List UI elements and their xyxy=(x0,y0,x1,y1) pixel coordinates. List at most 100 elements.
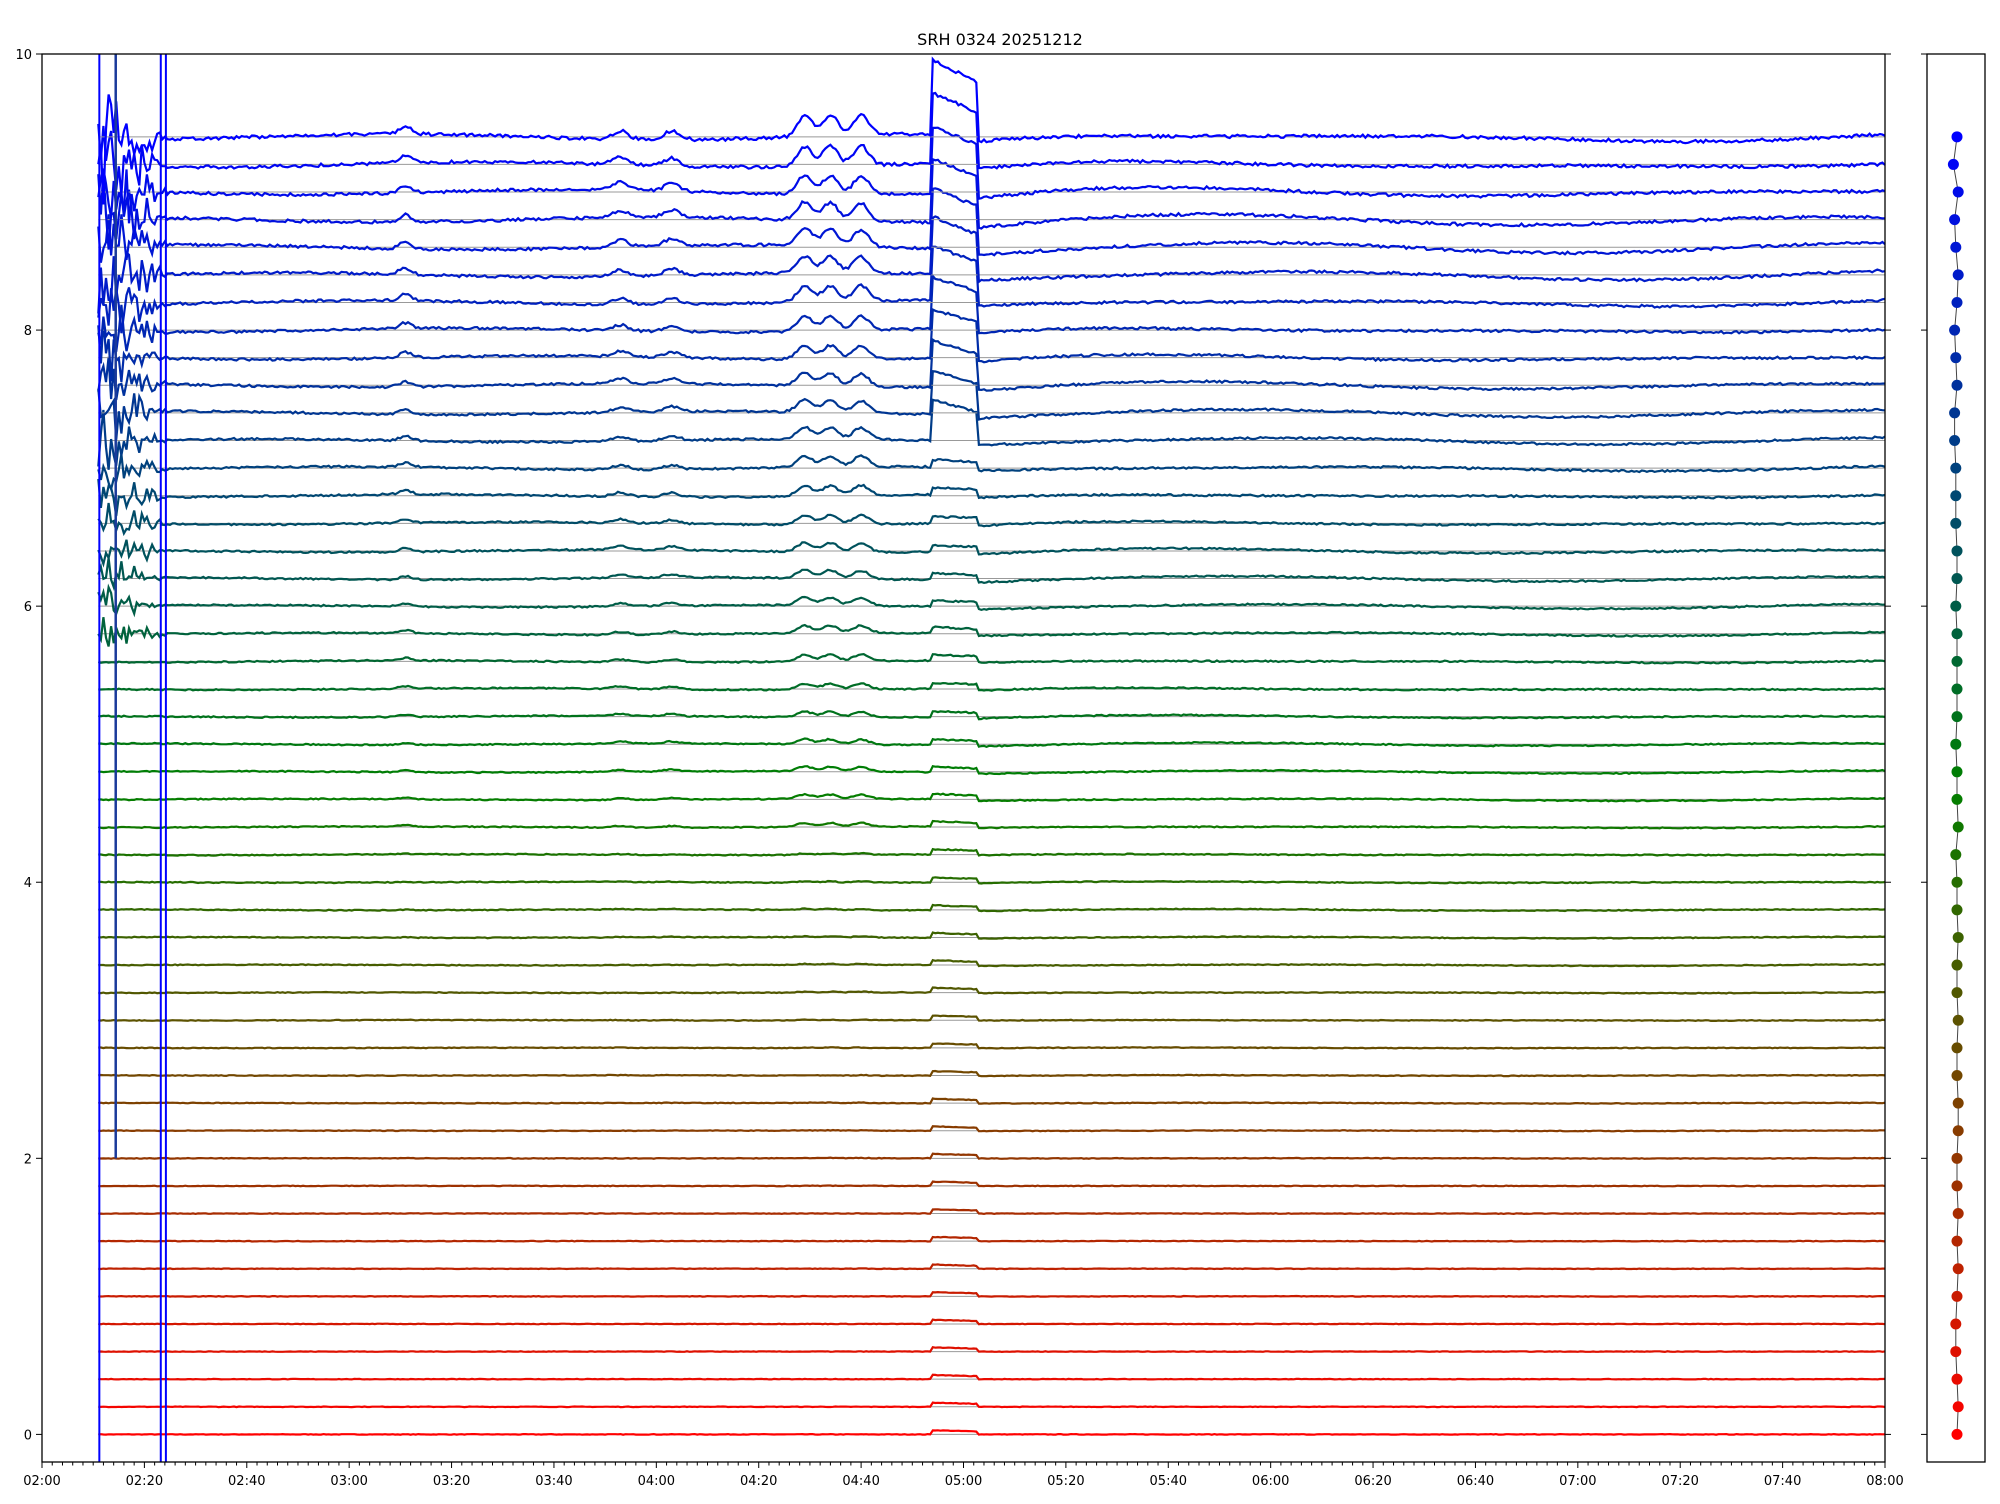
side-point xyxy=(1951,711,1963,723)
trace-line xyxy=(98,1097,1886,1105)
side-point xyxy=(1951,628,1963,640)
x-tick-label: 03:20 xyxy=(433,1474,470,1489)
axes-frame xyxy=(41,53,1886,1463)
trace-line xyxy=(98,1152,1886,1160)
x-tick-label: 02:00 xyxy=(23,1474,60,1489)
trace-line xyxy=(97,337,1886,401)
side-point xyxy=(1949,407,1961,419)
side-point xyxy=(1952,1014,1964,1026)
side-point xyxy=(1951,987,1963,999)
side-point xyxy=(1952,269,1964,281)
trace-line xyxy=(98,986,1886,995)
side-point xyxy=(1949,214,1961,226)
trace-line xyxy=(97,819,1886,830)
y-tick-label: 2 xyxy=(24,1152,32,1167)
side-point xyxy=(1951,1042,1963,1054)
trace-line xyxy=(97,187,1886,263)
x-tick-label: 07:20 xyxy=(1661,1474,1698,1489)
x-tick-label: 06:20 xyxy=(1354,1474,1391,1489)
main-plot-area: 02:00 02:20 02:40 03:00 03:20 03:40 04:00 04:20… xyxy=(15,48,1903,1489)
trace-line xyxy=(98,1208,1886,1216)
side-point xyxy=(1950,517,1962,529)
trace-line xyxy=(98,1263,1885,1271)
x-tick-label: 07:00 xyxy=(1559,1474,1596,1489)
trace-line xyxy=(98,1042,1886,1050)
side-point xyxy=(1951,793,1963,805)
side-point xyxy=(1952,1401,1964,1413)
trace-line xyxy=(97,307,1886,383)
trace-line xyxy=(97,398,1886,470)
side-point xyxy=(1949,435,1961,447)
trace-line xyxy=(97,539,1886,568)
side-panel xyxy=(1921,53,1986,1463)
side-point xyxy=(1950,490,1962,502)
x-tick-label: 05:00 xyxy=(945,1474,982,1489)
side-point xyxy=(1947,158,1959,170)
trace-line xyxy=(97,583,1886,618)
chart-title: SRH 0324 20251212 xyxy=(917,30,1083,49)
side-point xyxy=(1952,186,1964,198)
y-tick-label: 6 xyxy=(24,600,32,615)
trace-line xyxy=(97,478,1886,517)
side-point xyxy=(1951,296,1963,308)
trace-line xyxy=(98,1235,1886,1243)
side-point xyxy=(1952,1263,1964,1275)
x-tick-label: 07:40 xyxy=(1764,1474,1801,1489)
side-panel-frame xyxy=(1926,53,1986,1463)
side-point xyxy=(1951,545,1963,557)
x-tick-label: 04:20 xyxy=(740,1474,777,1489)
x-tick-label: 08:00 xyxy=(1866,1474,1903,1489)
trace-line xyxy=(98,1429,1885,1436)
trace-line xyxy=(97,557,1886,592)
y-tick-label: 10 xyxy=(15,48,32,63)
trace-line xyxy=(98,903,1886,913)
side-point xyxy=(1951,1290,1963,1302)
side-point xyxy=(1950,462,1962,474)
trace-line xyxy=(97,245,1886,334)
side-point xyxy=(1951,655,1963,667)
trace-line xyxy=(98,847,1886,857)
side-point xyxy=(1951,573,1963,585)
side-point xyxy=(1951,1373,1963,1385)
side-point xyxy=(1950,1318,1962,1330)
side-point xyxy=(1951,1180,1963,1192)
y-tick-label: 0 xyxy=(24,1428,32,1443)
side-point xyxy=(1951,766,1963,778)
trace-line xyxy=(98,792,1886,803)
trace-line xyxy=(97,215,1886,314)
trace-line xyxy=(97,617,1886,647)
side-point xyxy=(1951,876,1963,888)
y-tick-label: 4 xyxy=(24,876,32,891)
trace-line xyxy=(98,681,1886,692)
side-point xyxy=(1951,379,1963,391)
side-point xyxy=(1952,1208,1964,1220)
trace-line xyxy=(97,91,1886,196)
trace-line xyxy=(98,764,1886,776)
trace-line xyxy=(97,369,1886,440)
trace-line xyxy=(98,876,1886,885)
side-point xyxy=(1950,241,1962,253)
trace-line xyxy=(98,1373,1886,1381)
side-point xyxy=(1951,904,1963,916)
side-point xyxy=(1951,683,1963,695)
trace-line xyxy=(97,157,1886,250)
y-tick-label: 8 xyxy=(24,324,32,339)
trace-line xyxy=(97,652,1886,665)
x-tick-label: 03:40 xyxy=(535,1474,572,1489)
side-point xyxy=(1951,959,1963,971)
trace-line xyxy=(98,1290,1886,1298)
side-point xyxy=(1952,1125,1964,1137)
side-point xyxy=(1951,1152,1963,1164)
side-point xyxy=(1952,931,1964,943)
trace-line xyxy=(97,56,1886,205)
side-point xyxy=(1950,738,1962,750)
trace-line xyxy=(98,958,1886,968)
side-point xyxy=(1952,821,1964,833)
trace-line xyxy=(98,1125,1886,1133)
side-point xyxy=(1951,1069,1963,1081)
x-tick-label: 05:20 xyxy=(1047,1474,1084,1489)
trace-line xyxy=(98,737,1885,748)
trace-line xyxy=(98,931,1886,940)
x-tick-label: 02:20 xyxy=(126,1474,163,1489)
